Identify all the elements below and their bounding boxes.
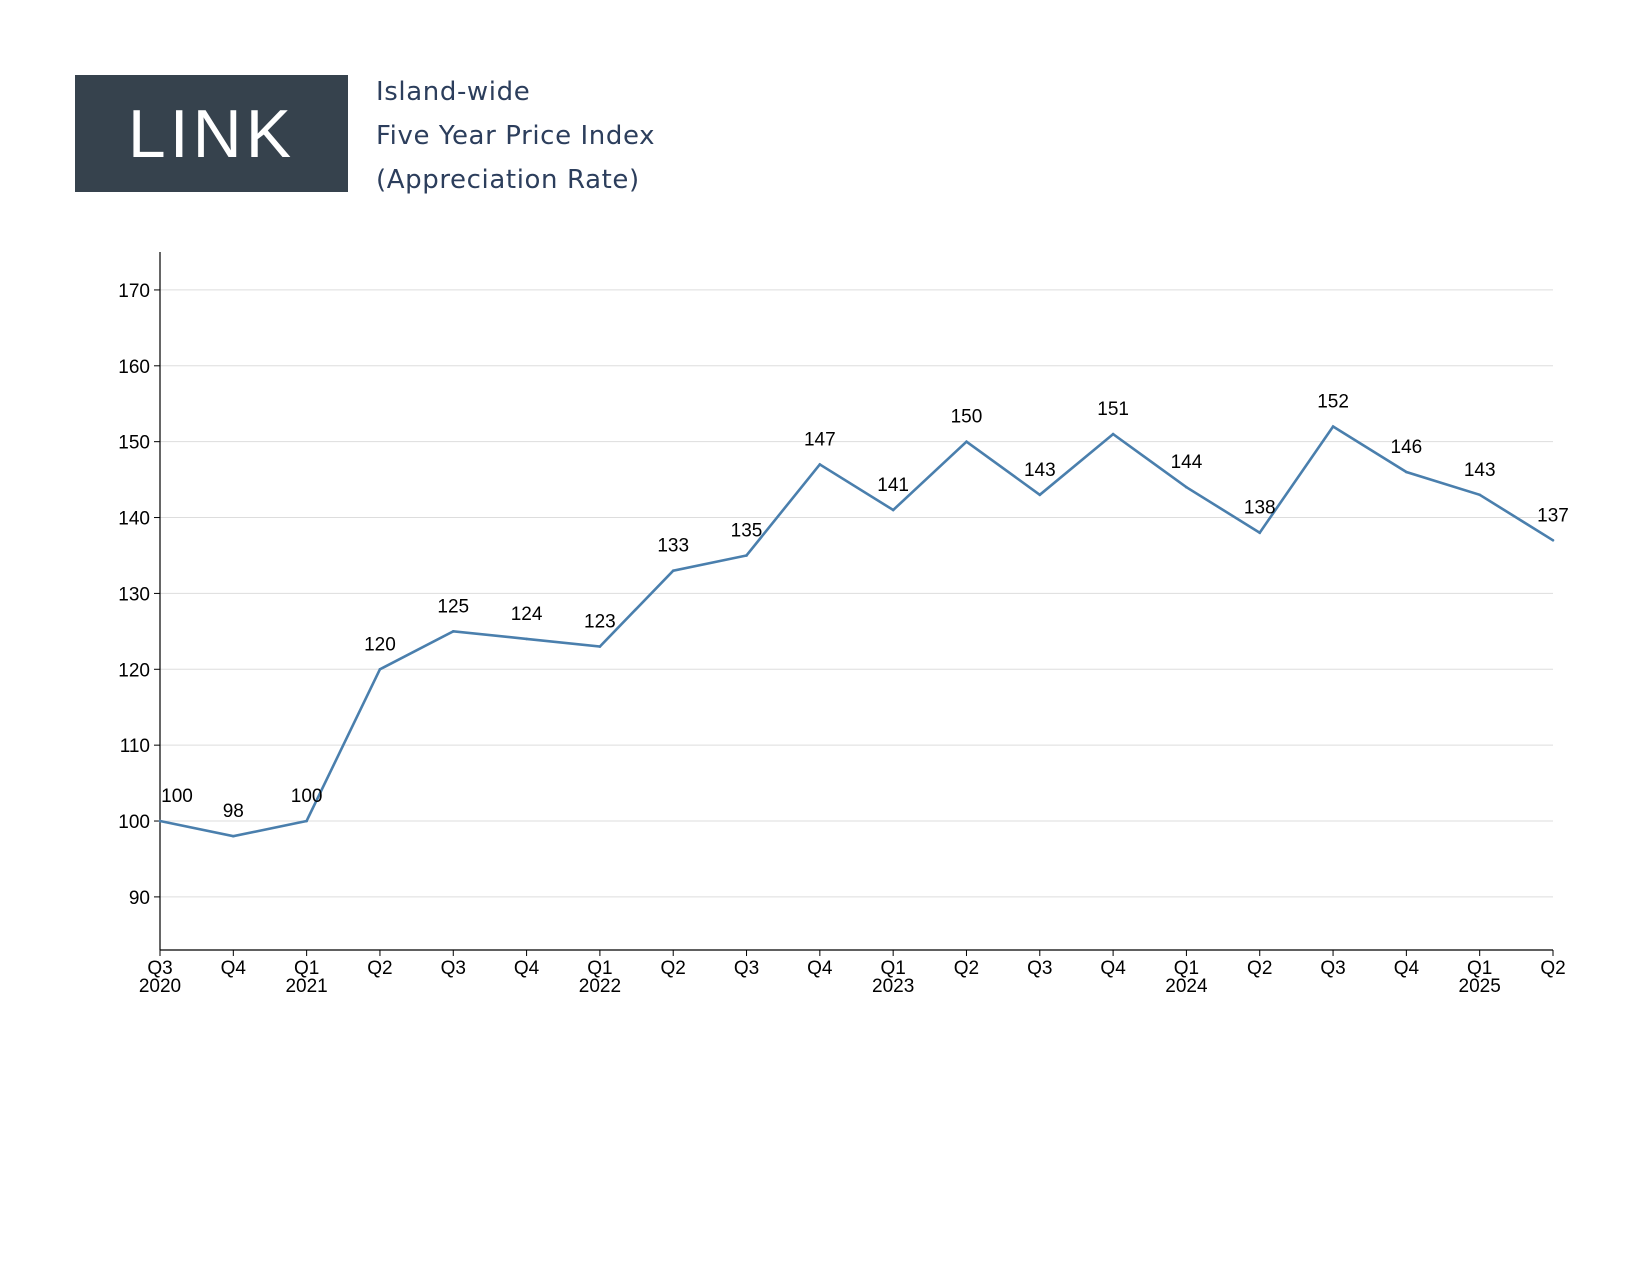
x-year-label: 2025 (1459, 976, 1501, 997)
data-label: 143 (1464, 460, 1496, 481)
data-label: 143 (1024, 460, 1056, 481)
x-tick-label: Q2 (1247, 958, 1272, 979)
data-point (745, 554, 748, 557)
logo-text: LINK (127, 95, 296, 172)
data-label: 100 (161, 786, 193, 807)
y-tick-label: 140 (118, 509, 150, 530)
y-tick-label: 170 (118, 281, 150, 302)
x-tick-label: Q4 (514, 958, 540, 979)
y-tick-label: 130 (118, 584, 150, 605)
data-point (305, 819, 308, 823)
x-tick-label: Q2 (1540, 958, 1565, 979)
data-label: 133 (657, 536, 689, 557)
data-point (232, 834, 235, 838)
x-tick-label: Q4 (1394, 958, 1420, 979)
series-line (159, 424, 1554, 838)
data-label: 152 (1317, 392, 1349, 413)
data-point (1258, 531, 1262, 535)
title-line-1: Island-wide (376, 77, 531, 107)
data-label: 138 (1244, 498, 1276, 519)
series (158, 424, 1555, 838)
chart-title-block: Island-wide Five Year Price Index (Appre… (376, 70, 655, 202)
x-year-label: 2023 (872, 976, 914, 997)
data-label: 150 (951, 407, 983, 428)
y-tick-label: 100 (118, 812, 150, 833)
data-label: 98 (223, 801, 244, 822)
data-point (1551, 539, 1555, 542)
y-tick-label: 120 (118, 660, 150, 681)
data-point (158, 819, 162, 823)
data-point (965, 440, 968, 443)
x-year-label: 2022 (579, 976, 621, 997)
data-point (818, 463, 822, 466)
data-label: 144 (1171, 452, 1203, 473)
data-label: 124 (511, 604, 543, 625)
data-label: 147 (804, 429, 836, 450)
y-tick-label: 110 (120, 736, 150, 757)
data-point (451, 630, 455, 633)
data-point (1331, 425, 1335, 428)
data-label: 141 (877, 475, 909, 496)
x-tick-label: Q3 (441, 958, 466, 979)
x-tick-label: Q3 (1320, 958, 1345, 979)
x-tick-label: Q4 (807, 958, 833, 979)
data-point (378, 667, 382, 671)
x-tick-label: Q2 (367, 958, 392, 979)
logo: LINK (75, 75, 348, 192)
x-tick-label: Q1 (587, 958, 612, 979)
title-line-3: (Appreciation Rate) (376, 165, 640, 195)
x-year-label: 2024 (1165, 976, 1208, 997)
data-label: 123 (584, 612, 616, 633)
data-label: 151 (1097, 399, 1129, 420)
data-point (1405, 470, 1408, 474)
data-label: 146 (1391, 437, 1423, 458)
x-tick-label: Q2 (661, 958, 686, 979)
data-point (598, 645, 602, 648)
x-tick-label: Q1 (880, 958, 905, 979)
x-tick-label: Q3 (734, 958, 759, 979)
x-tick-label: Q3 (1027, 958, 1052, 979)
x-tick-label: Q4 (1100, 958, 1126, 979)
data-label: 100 (291, 786, 323, 807)
data-point (1111, 432, 1115, 436)
data-label: 120 (364, 634, 396, 655)
y-tick-label: 90 (129, 888, 150, 909)
data-labels: 100 98 100 120 125 124 123 133 135 147 141 150 143 15… (161, 392, 1569, 823)
data-point (891, 508, 895, 512)
x-tick-label: Q1 (1174, 958, 1199, 979)
data-point (525, 637, 528, 641)
data-label: 125 (437, 596, 469, 617)
data-point (1478, 493, 1481, 497)
x-tick-label: Q3 (147, 958, 172, 979)
x-tick-label: Q4 (221, 958, 247, 979)
data-point (1038, 493, 1042, 497)
data-point (1185, 485, 1188, 489)
x-year-label: 2020 (139, 976, 181, 997)
data-label: 137 (1537, 505, 1569, 526)
x-tick-label: Q1 (1467, 958, 1492, 979)
data-label: 135 (731, 520, 763, 541)
x-tick-label: Q1 (294, 958, 319, 979)
title-line-2: Five Year Price Index (376, 121, 656, 151)
grid-lines (160, 289, 1553, 898)
x-year-label: 2021 (285, 976, 327, 997)
y-tick-label: 150 (118, 433, 150, 454)
data-point (671, 569, 675, 572)
x-tick-label: Q2 (954, 958, 979, 979)
y-tick-label: 160 (118, 357, 150, 378)
